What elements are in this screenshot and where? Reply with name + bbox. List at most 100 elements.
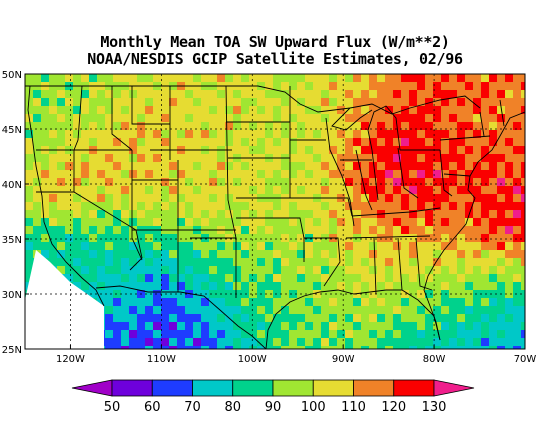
colorbar-label: 60 — [144, 400, 161, 415]
field-cell — [273, 306, 281, 314]
field-cell — [49, 186, 57, 194]
field-cell — [481, 226, 489, 234]
field-cell — [185, 186, 193, 194]
field-cell — [465, 314, 473, 322]
field-cell — [457, 122, 465, 130]
field-cell — [265, 178, 273, 186]
field-cell — [441, 138, 449, 146]
field-cell — [137, 162, 145, 170]
field-cell — [121, 346, 129, 349]
colorbar-label: 100 — [301, 400, 326, 415]
field-cell — [129, 250, 137, 258]
field-cell — [233, 226, 241, 234]
field-cell — [417, 114, 425, 122]
field-cell — [33, 98, 41, 106]
field-cell — [201, 242, 209, 250]
field-cell — [113, 210, 121, 218]
field-cell — [217, 346, 225, 349]
field-cell — [361, 154, 369, 162]
field-cell — [209, 202, 217, 210]
field-cell — [497, 282, 505, 290]
field-cell — [513, 242, 521, 250]
field-cell — [97, 154, 105, 162]
field-cell — [513, 90, 521, 98]
field-cell — [169, 242, 177, 250]
field-cell — [145, 322, 153, 330]
field-cell — [65, 122, 73, 130]
field-cell — [233, 234, 241, 242]
field-cell — [377, 346, 385, 349]
field-cell — [193, 218, 201, 226]
field-cell — [457, 82, 465, 90]
field-cell — [201, 138, 209, 146]
field-cell — [217, 194, 225, 202]
field-cell — [425, 90, 433, 98]
field-cell — [305, 306, 313, 314]
field-cell — [161, 298, 169, 306]
field-cell — [25, 146, 33, 154]
field-cell — [169, 178, 177, 186]
field-cell — [89, 130, 97, 138]
field-cell — [481, 106, 489, 114]
field-cell — [377, 98, 385, 106]
field-cell — [489, 338, 497, 346]
field-cell — [521, 154, 525, 162]
field-cell — [65, 138, 73, 146]
field-cell — [433, 186, 441, 194]
field-cell — [153, 162, 161, 170]
field-cell — [393, 82, 401, 90]
field-cell — [257, 322, 265, 330]
field-cell — [409, 130, 417, 138]
field-cell — [489, 314, 497, 322]
field-cell — [57, 74, 65, 82]
field-cell — [137, 122, 145, 130]
field-cell — [265, 274, 273, 282]
field-cell — [121, 322, 129, 330]
field-cell — [265, 314, 273, 322]
field-cell — [265, 306, 273, 314]
field-cell — [169, 74, 177, 82]
field-cell — [321, 138, 329, 146]
latitude-tick-label: 50N — [2, 70, 22, 81]
field-cell — [457, 106, 465, 114]
field-cell — [313, 98, 321, 106]
pacific-coast — [27, 85, 105, 307]
field-cell — [137, 282, 145, 290]
field-cell — [105, 338, 113, 346]
field-cell — [337, 154, 345, 162]
field-cell — [81, 98, 89, 106]
field-cell — [249, 210, 257, 218]
field-cell — [97, 210, 105, 218]
field-cell — [177, 74, 185, 82]
field-cell — [521, 258, 525, 266]
field-cell — [473, 234, 481, 242]
field-cell — [73, 122, 81, 130]
field-cell — [161, 322, 169, 330]
field-cell — [185, 242, 193, 250]
field-cell — [337, 266, 345, 274]
field-cell — [409, 210, 417, 218]
field-cell — [361, 250, 369, 258]
field-cell — [241, 90, 249, 98]
field-cell — [441, 306, 449, 314]
field-cell — [497, 218, 505, 226]
field-cell — [337, 298, 345, 306]
field-cell — [89, 122, 97, 130]
field-cell — [417, 322, 425, 330]
field-cell — [241, 186, 249, 194]
field-cell — [329, 258, 337, 266]
state-line — [371, 149, 379, 201]
field-cell — [329, 114, 337, 122]
field-cell — [281, 274, 289, 282]
field-cell — [129, 210, 137, 218]
field-cell — [321, 330, 329, 338]
field-cell — [33, 194, 41, 202]
field-cell — [185, 330, 193, 338]
field-cell — [169, 306, 177, 314]
field-cell — [145, 282, 153, 290]
field-cell — [401, 346, 409, 349]
field-cell — [505, 194, 513, 202]
field-cell — [217, 242, 225, 250]
field-cell — [49, 194, 57, 202]
field-cell — [105, 218, 113, 226]
